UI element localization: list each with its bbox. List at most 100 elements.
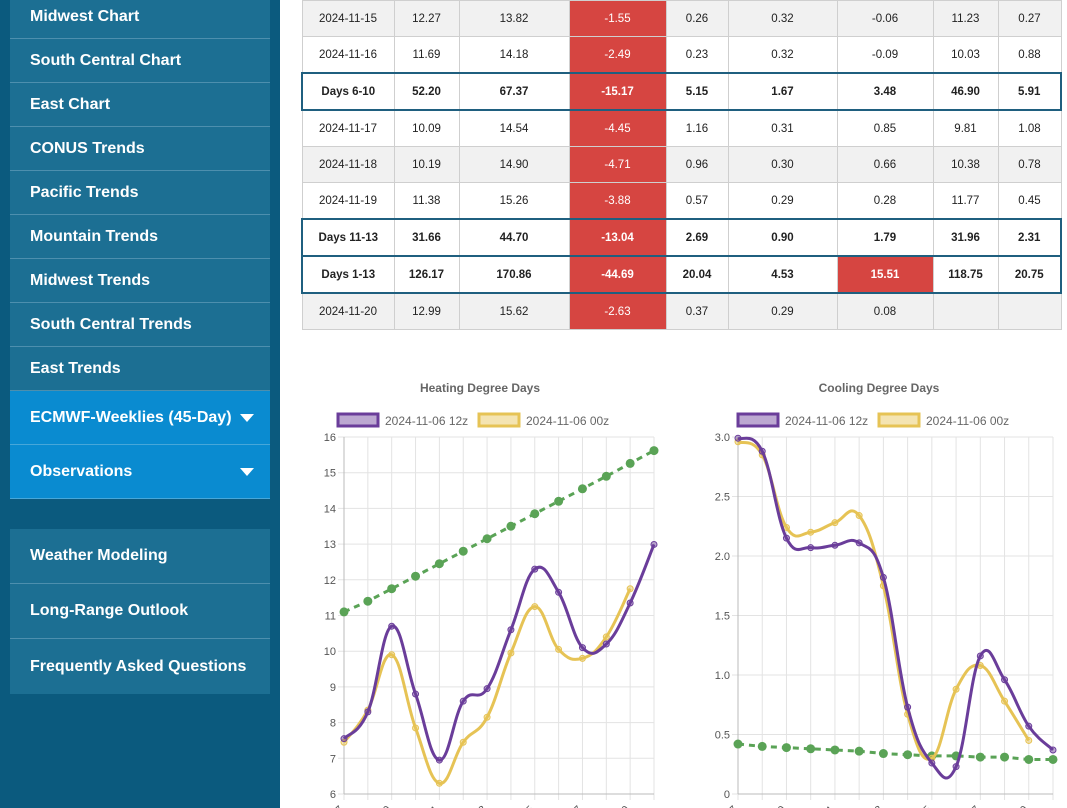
- sidebar-item-pacific-trends[interactable]: Pacific Trends: [10, 171, 270, 215]
- sidebar-item-label: East Chart: [30, 95, 111, 113]
- x-tick-label: 5: [921, 804, 934, 808]
- sidebar-item-south-central-chart[interactable]: South Central Chart: [10, 39, 270, 83]
- series-line: [737, 440, 1031, 761]
- table-cell: 10.19: [393, 146, 460, 183]
- table-cell: Days 1-13: [301, 255, 395, 294]
- sidebar-item-label: Frequently Asked Questions: [30, 657, 247, 675]
- sidebar-item-label: Mountain Trends: [30, 227, 158, 245]
- sidebar-item-east-trends[interactable]: East Trends: [10, 347, 270, 391]
- table-cell: 2024-11-18: [301, 146, 395, 183]
- sidebar-item-faq[interactable]: Frequently Asked Questions: [10, 639, 270, 694]
- sidebar-item-long-range-outlook[interactable]: Long-Range Outlook: [10, 584, 270, 639]
- data-point: [412, 724, 420, 732]
- data-point: [435, 779, 443, 787]
- nav-group-charts: Midwest Chart South Central Chart East C…: [10, 0, 270, 499]
- x-tick-label: 1: [824, 804, 837, 808]
- data-point: [459, 738, 467, 746]
- table-cell: -0.09: [836, 36, 934, 74]
- data-point: [1001, 676, 1009, 684]
- table-cell: -44.69: [568, 255, 667, 294]
- sidebar-item-weather-modeling[interactable]: Weather Modeling: [10, 529, 270, 584]
- table-cell: 31.96: [932, 218, 999, 257]
- y-tick-label: 2.0: [715, 551, 730, 563]
- data-point: [458, 546, 468, 556]
- data-point: [1024, 754, 1034, 764]
- data-point: [531, 565, 539, 573]
- sidebar-item-conus-trends[interactable]: CONUS Trends: [10, 127, 270, 171]
- table-cell: 0.66: [836, 146, 934, 183]
- data-point: [952, 763, 960, 771]
- sidebar-item-label: South Central Chart: [30, 51, 182, 69]
- data-point: [339, 607, 349, 617]
- legend-swatch: [477, 412, 521, 428]
- data-point: [602, 633, 610, 641]
- sidebar-item-midwest-trends[interactable]: Midwest Trends: [10, 259, 270, 303]
- data-point: [831, 519, 839, 527]
- sidebar-item-label: Observations: [30, 462, 133, 480]
- x-tick-label: 9: [381, 804, 394, 808]
- table-cell: 20.04: [665, 255, 729, 294]
- table-cell: 15.62: [458, 292, 570, 330]
- table-cell: 0.29: [727, 182, 838, 220]
- table-cell: 2.31: [997, 218, 1062, 257]
- sidebar-item-observations[interactable]: Observations: [10, 445, 270, 499]
- table-cell: 10.03: [932, 36, 999, 74]
- table-cell: 2024-11-15: [301, 0, 395, 37]
- x-tick-label: 9: [619, 804, 632, 808]
- sidebar-item-south-central-trends[interactable]: South Central Trends: [10, 303, 270, 347]
- data-point: [806, 744, 816, 754]
- x-tick-label: 1: [429, 804, 442, 808]
- table-cell: 2024-11-16: [301, 36, 395, 74]
- table-cell: 14.18: [458, 36, 570, 74]
- table-cell: 11.38: [393, 182, 460, 220]
- data-point: [411, 571, 421, 581]
- table-cell: 0.32: [727, 36, 838, 74]
- data-point: [388, 651, 396, 659]
- x-tick-label: 3: [476, 804, 489, 808]
- nav-group-main: Weather Modeling Long-Range Outlook Freq…: [10, 529, 270, 694]
- legend-label: 2024-11-06 12z: [385, 414, 468, 428]
- x-tick-label: 7: [572, 804, 585, 808]
- table-cell: 0.31: [727, 109, 838, 147]
- table-row: 2024-11-19 11.38 15.26 -3.88 0.57 0.29 0.28 11.…: [301, 182, 1062, 220]
- data-point: [388, 622, 396, 630]
- data-point: [1025, 736, 1033, 744]
- table-cell: 2024-11-19: [301, 182, 395, 220]
- table-cell: 12.99: [393, 292, 460, 330]
- table-cell: 12.27: [393, 0, 460, 37]
- y-tick-label: 3.0: [715, 432, 730, 444]
- data-point: [928, 759, 936, 767]
- data-point: [807, 544, 815, 552]
- sidebar-item-mountain-trends[interactable]: Mountain Trends: [10, 215, 270, 259]
- legend-swatch: [336, 412, 380, 428]
- sidebar-nav: Midwest Chart South Central Chart East C…: [0, 0, 280, 808]
- table-cell: -4.45: [568, 109, 667, 147]
- data-point: [855, 512, 863, 520]
- data-point: [483, 685, 491, 693]
- data-point: [340, 735, 348, 743]
- sidebar-item-label: Pacific Trends: [30, 183, 139, 201]
- sidebar-item-ecmwf-weeklies[interactable]: ECMWF-Weeklies (45-Day): [10, 391, 270, 445]
- sidebar-item-east-chart[interactable]: East Chart: [10, 83, 270, 127]
- y-tick-label: 15: [324, 468, 336, 480]
- data-point: [878, 749, 888, 759]
- y-tick-label: 1.5: [715, 611, 730, 623]
- table-cell: 1.08: [997, 109, 1062, 147]
- data-point: [363, 596, 373, 606]
- sidebar-item-label: South Central Trends: [30, 315, 192, 333]
- table-cell: 67.37: [458, 72, 570, 111]
- table-cell: 11.69: [393, 36, 460, 74]
- table-cell: Days 11-13: [301, 218, 395, 257]
- data-point: [734, 434, 742, 442]
- y-tick-label: 12: [324, 575, 336, 587]
- table-cell: 20.75: [997, 255, 1062, 294]
- data-point: [758, 447, 766, 455]
- data-point: [782, 534, 790, 542]
- y-tick-label: 16: [324, 432, 336, 444]
- chart-title: Cooling Degree Days: [819, 381, 940, 395]
- data-point: [507, 626, 515, 634]
- table-cell: 0.26: [665, 0, 729, 37]
- data-point: [482, 534, 492, 544]
- sidebar-item-midwest-chart[interactable]: Midwest Chart: [10, 0, 270, 39]
- data-point: [412, 690, 420, 698]
